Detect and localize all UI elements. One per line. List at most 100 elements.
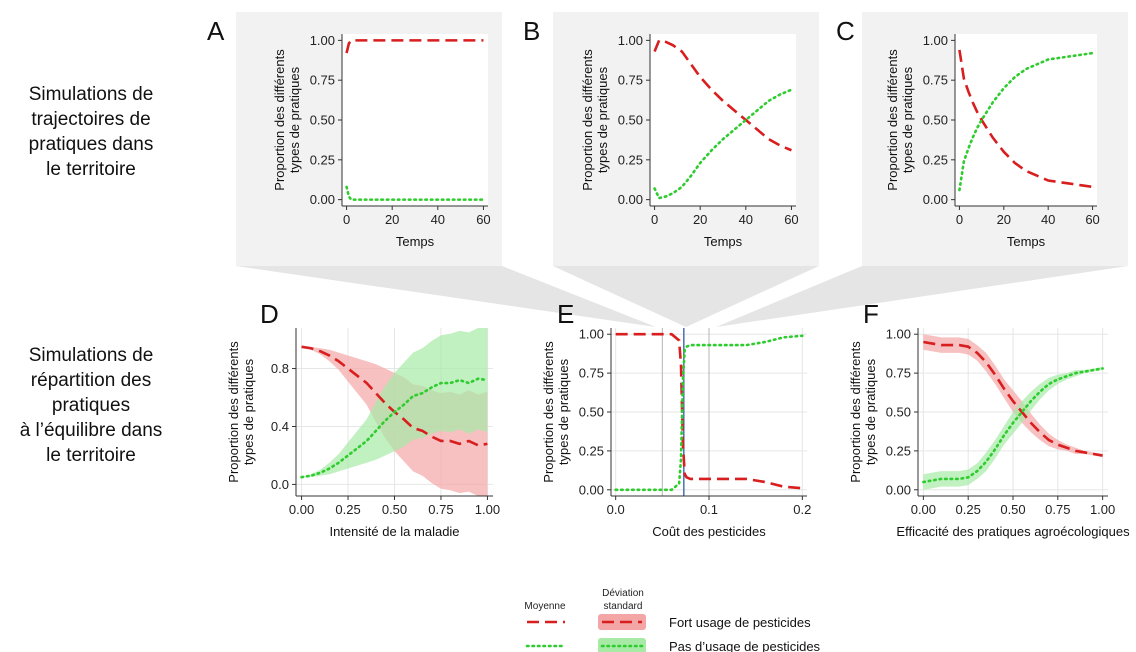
plot-area <box>955 34 1097 206</box>
panel-d: 0.0 0.4 0.8 0.00 0.25 0.50 0.75 1.00 Intensité d… <box>226 299 500 539</box>
x-tick-label: 0.0 <box>607 502 625 517</box>
plot-area <box>650 34 796 206</box>
y-tick-label: 1.00 <box>923 33 948 48</box>
y-tick-label: 0.00 <box>618 192 643 207</box>
row-label-line: à l’équilibre dans <box>19 420 163 441</box>
y-tick-label: 0.50 <box>923 113 948 128</box>
series-line-none <box>958 51 1094 192</box>
y-tick-label: 0.25 <box>618 152 643 167</box>
row-label-line: Simulations de <box>28 345 154 366</box>
series-line-high <box>653 38 792 152</box>
x-tick-label: 40 <box>431 212 445 227</box>
y-tick-label: 0.50 <box>886 405 911 420</box>
x-tick-label: 0.50 <box>1000 502 1025 517</box>
x-axis-title: Temps <box>704 234 743 249</box>
x-tick-label: 0.50 <box>382 502 407 517</box>
sd-band-high <box>923 334 1103 458</box>
x-tick-label: 0.00 <box>289 502 314 517</box>
zoom-funnel <box>553 266 819 327</box>
row-label-line: pratiques <box>51 395 131 416</box>
series-line-none <box>653 88 793 200</box>
y-tick-label: 0.00 <box>579 482 604 497</box>
y-tick-label: 0.75 <box>579 366 604 381</box>
y-axis-title-line: types de pratiques <box>863 358 878 465</box>
row-label-line: le territoire <box>46 445 136 466</box>
y-tick-label: 0.75 <box>886 366 911 381</box>
x-tick-label: 60 <box>784 212 798 227</box>
legend-label: Fort usage de pesticides <box>669 615 811 630</box>
panel-letter: D <box>260 299 279 329</box>
y-tick-label: 1.00 <box>618 33 643 48</box>
x-tick-label: 1.00 <box>1090 502 1115 517</box>
y-tick-label: 0.00 <box>310 192 335 207</box>
y-axis-title: Proportion des différentstypes de pratiq… <box>885 49 915 191</box>
y-axis-title-line: Proportion des différents <box>580 49 595 191</box>
y-tick-label: 0.00 <box>923 192 948 207</box>
x-tick-label: 0.2 <box>793 502 811 517</box>
y-axis-title-line: types de pratiques <box>595 66 610 173</box>
y-tick-label: 0.4 <box>271 419 289 434</box>
x-tick-label: 0.75 <box>428 502 453 517</box>
series-line-high <box>345 39 484 54</box>
y-tick-label: 0.00 <box>886 482 911 497</box>
x-tick-label: 0 <box>956 212 963 227</box>
x-tick-label: 0 <box>343 212 350 227</box>
x-axis-title: Temps <box>1007 234 1046 249</box>
series-line-none <box>614 334 804 492</box>
y-axis-title-line: Proportion des différents <box>848 341 863 483</box>
y-tick-label: 0.25 <box>310 152 335 167</box>
panel-letter: E <box>557 299 574 329</box>
x-tick-label: 60 <box>1085 212 1099 227</box>
x-tick-label: 20 <box>997 212 1011 227</box>
panel-letter: C <box>836 16 855 46</box>
x-tick-label: 0 <box>651 212 658 227</box>
series-line-high <box>923 340 1103 457</box>
y-tick-label: 0.75 <box>618 73 643 88</box>
x-axis-title: Intensité de la maladie <box>329 524 459 539</box>
x-tick-label: 20 <box>693 212 707 227</box>
x-tick-label: 0.1 <box>700 502 718 517</box>
panel-letter: B <box>523 16 540 46</box>
legend-sd-header: Déviation <box>602 588 644 599</box>
series-line-high <box>615 332 803 490</box>
y-tick-label: 1.00 <box>310 33 335 48</box>
x-tick-label: 1.00 <box>475 502 500 517</box>
y-tick-label: 0.0 <box>271 477 289 492</box>
y-axis-title-line: Proportion des différents <box>226 341 241 483</box>
x-axis-title: Temps <box>396 234 435 249</box>
panel-letter: A <box>207 16 225 46</box>
y-axis-title: Proportion des différentstypes de pratiq… <box>272 49 302 191</box>
series-line-none <box>922 367 1104 484</box>
y-tick-label: 0.50 <box>310 113 335 128</box>
y-tick-label: 1.00 <box>886 327 911 342</box>
x-tick-label: 0.25 <box>335 502 360 517</box>
y-axis-title-line: types de pratiques <box>556 358 571 465</box>
y-axis-title-line: Proportion des différents <box>541 341 556 483</box>
x-tick-label: 0.25 <box>956 502 981 517</box>
x-tick-label: 60 <box>476 212 490 227</box>
zoom-funnel <box>236 266 656 327</box>
series-line-none <box>300 377 489 479</box>
zoom-funnel <box>716 266 1128 327</box>
series-line-high <box>958 49 1093 189</box>
x-tick-label: 40 <box>1041 212 1055 227</box>
y-tick-label: 0.25 <box>579 443 604 458</box>
y-tick-label: 1.00 <box>579 327 604 342</box>
legend-mean-header: Moyenne <box>524 601 566 612</box>
x-axis-title: Efficacité des pratiques agroécologiques <box>896 524 1130 539</box>
panel-b: 0.00 0.25 0.50 0.75 1.00 0 20 40 60 Temps Proporti… <box>523 12 819 266</box>
x-tick-label: 0.75 <box>1045 502 1070 517</box>
y-axis-title-line: types de pratiques <box>287 66 302 173</box>
legend: Moyenne Déviation standard Fort usage de pe… <box>524 588 821 652</box>
row-label-trajectories: Simulations de trajectoires de pratiques… <box>0 82 182 182</box>
panel-a: 0.00 0.25 0.50 0.75 1.00 0 20 40 60 Temps Proporti… <box>207 12 502 266</box>
sd-band-none <box>301 328 488 478</box>
row-label-line: trajectoires de <box>31 109 151 130</box>
y-tick-label: 0.50 <box>618 113 643 128</box>
y-tick-label: 0.75 <box>923 73 948 88</box>
plot-area <box>342 34 488 206</box>
row-label-equilibrium: Simulations de répartition des pratiques… <box>0 343 182 468</box>
panel-letter: F <box>863 299 879 329</box>
